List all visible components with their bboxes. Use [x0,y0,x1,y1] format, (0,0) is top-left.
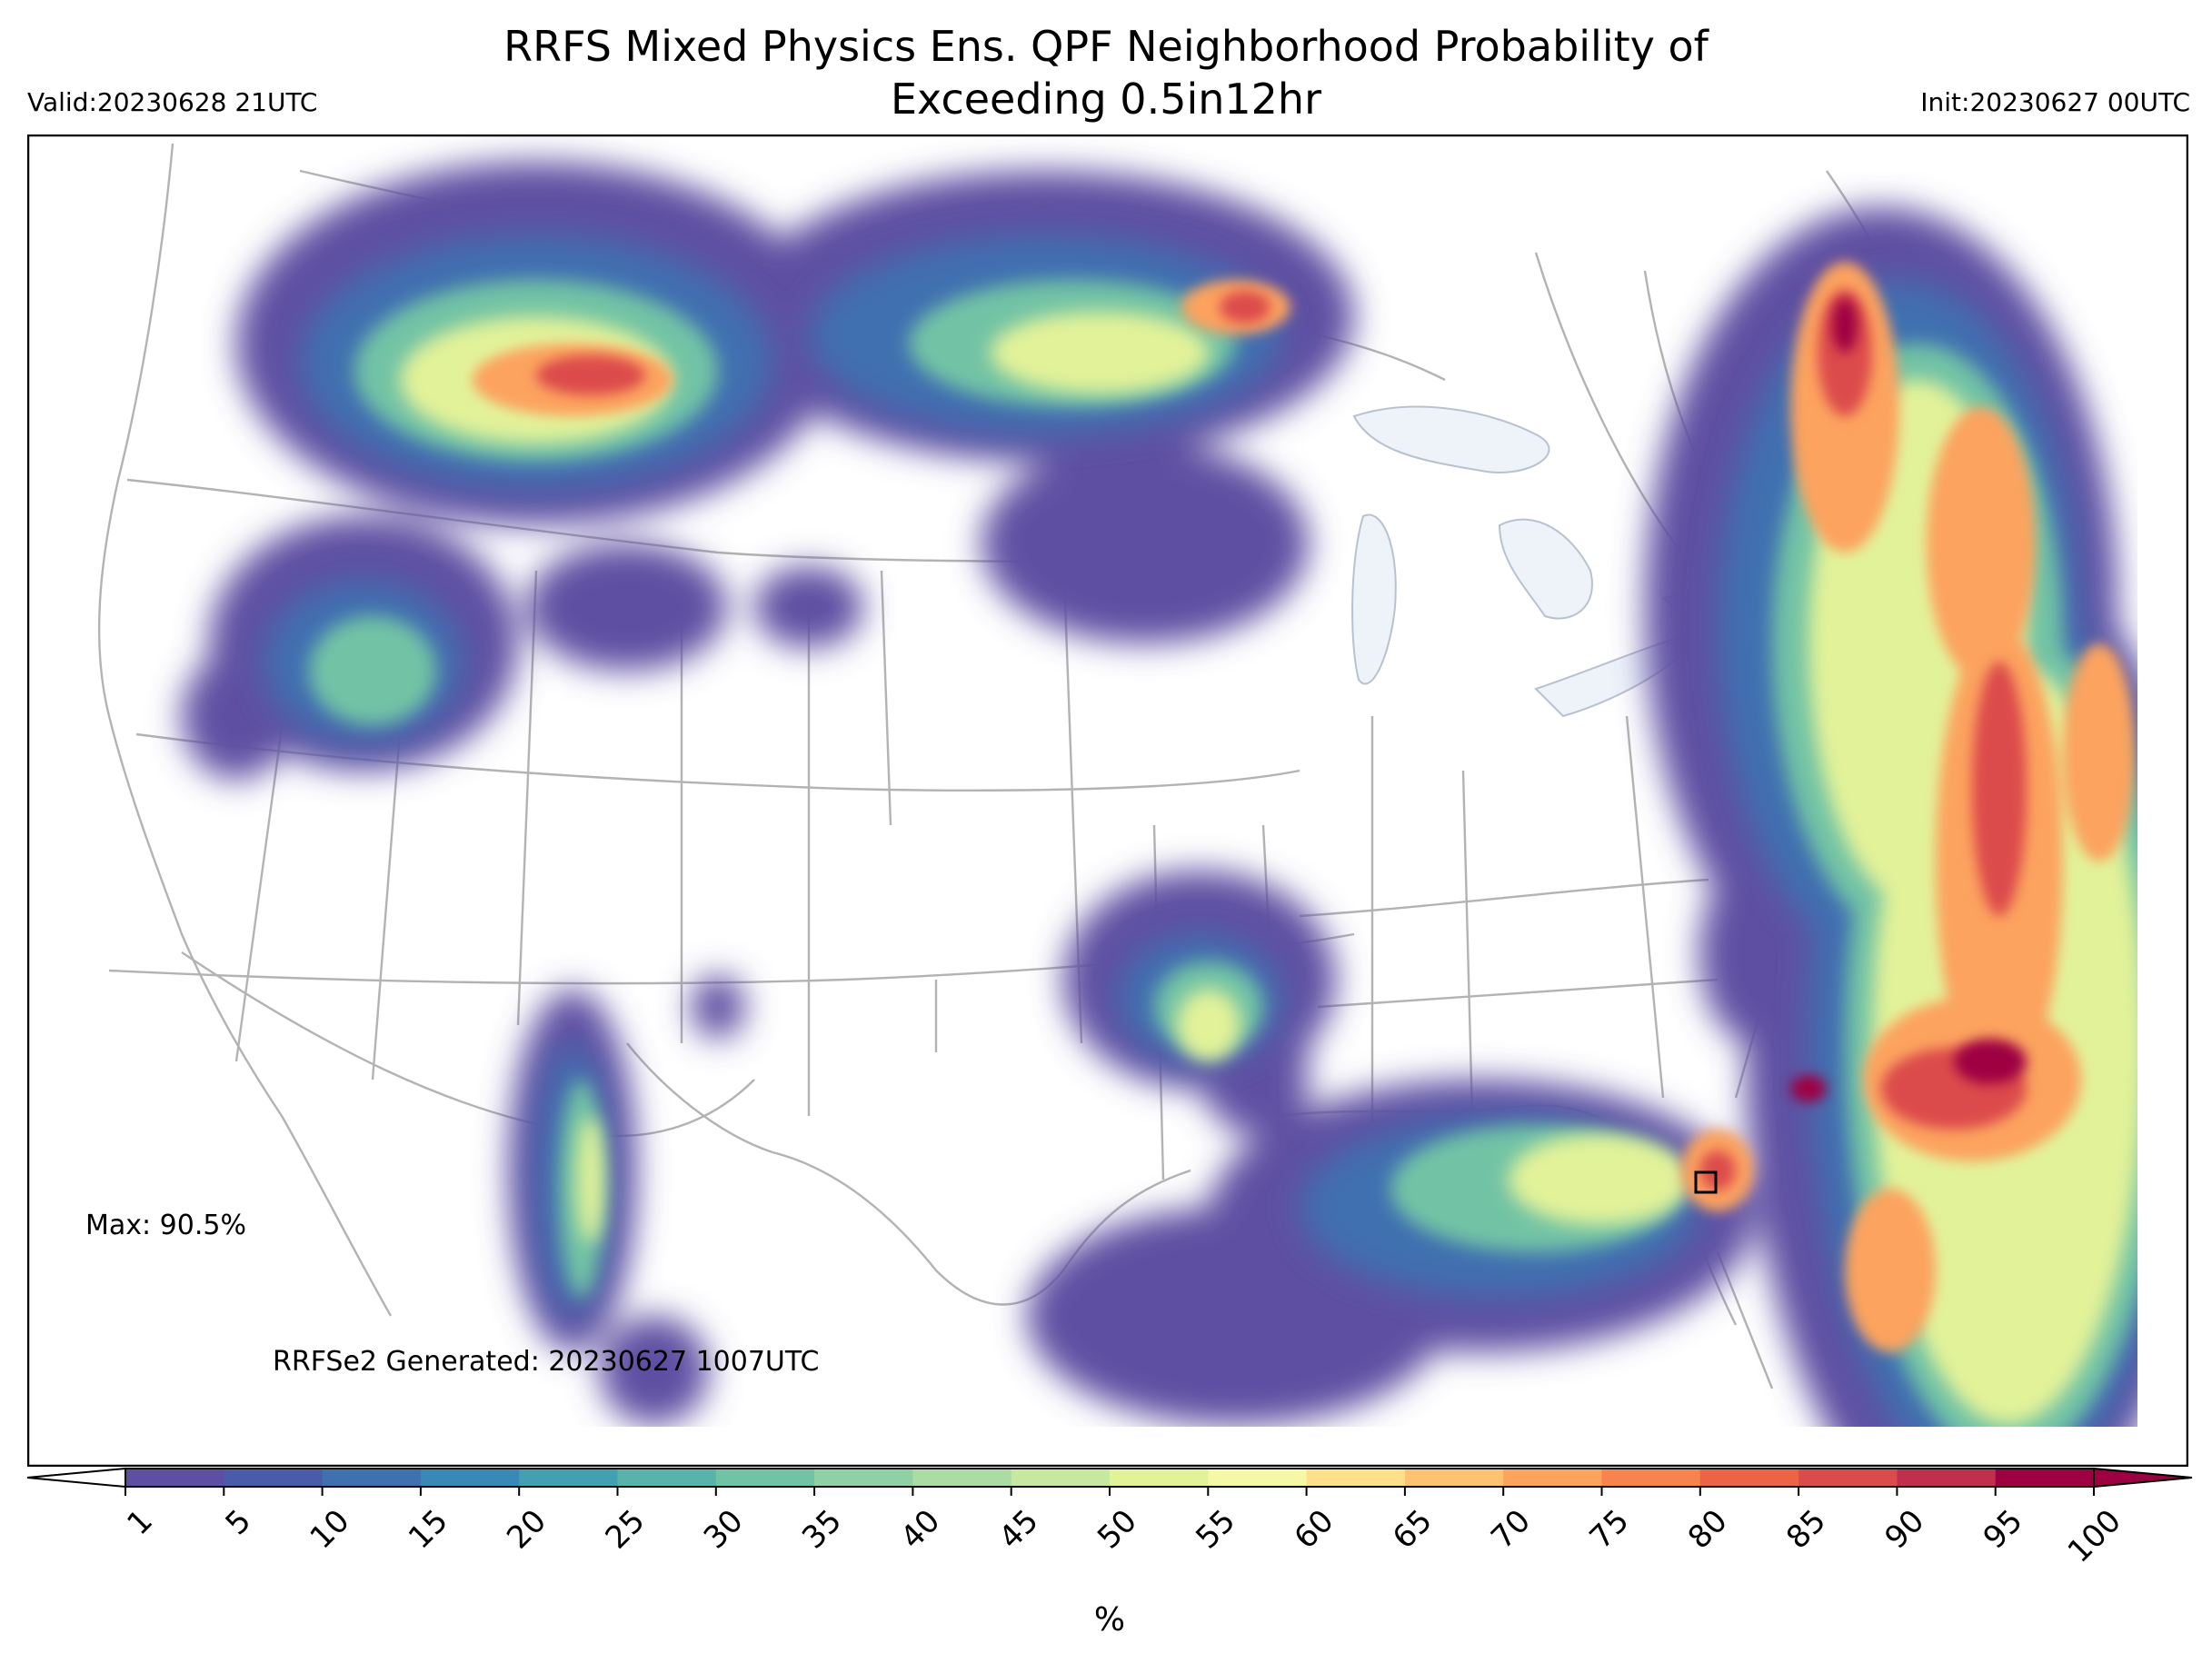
colorbar-swatch [1897,1469,1997,1487]
colorbar-swatch [125,1469,224,1487]
colorbar-swatch [1011,1469,1111,1487]
colorbar-tick-label: 5 [219,1503,259,1543]
title-line-2: Exceeding 0.5in12hr [890,75,1321,124]
colorbar-tick-label: 65 [1386,1503,1440,1557]
colorbar-tick-label: 90 [1878,1503,1931,1557]
colorbar-swatch [1798,1469,1898,1487]
colorbar-tick-label: 50 [1091,1503,1144,1557]
colorbar-tick-label: 1 [120,1503,160,1543]
colorbar-tick-label: 40 [893,1503,947,1557]
max-location-box [1694,1170,1718,1194]
colorbar-swatch [814,1469,913,1487]
map-title: RRFS Mixed Physics Ens. QPF Neighborhood… [0,20,2212,125]
colorbar-swatch [1306,1469,1406,1487]
colorbar-tick-label: 95 [1977,1503,2030,1557]
colorbar-tick-label: 80 [1681,1503,1735,1557]
colorbar-swatch [617,1469,717,1487]
colorbar-unit-label: % [1094,1601,1125,1638]
colorbar-tick-label: 10 [304,1503,357,1557]
colorbar-swatches [26,1467,2193,1489]
title-line-1: RRFS Mixed Physics Ens. QPF Neighborhood… [503,22,1709,71]
generated-label: RRFSe2 Generated: 20230627 1007UTC [273,1346,819,1378]
colorbar-tick-label: 75 [1583,1503,1637,1557]
colorbar-tick-label: 100 [2061,1503,2128,1570]
colorbar-tick-label: 85 [1779,1503,1833,1557]
colorbar-tick-label: 35 [795,1503,849,1557]
colorbar-swatch [1503,1469,1602,1487]
qpf-probability-field [182,162,2137,1427]
colorbar-tick-label: 20 [500,1503,553,1557]
colorbar-swatch [1404,1469,1504,1487]
colorbar-swatch [420,1469,520,1487]
init-time-label: Init:20230627 00UTC [1920,87,2190,117]
colorbar-tick-label: 45 [992,1503,1046,1557]
colorbar-swatch [1110,1469,1209,1487]
colorbar-swatch [1208,1469,1308,1487]
colorbar-ticks: 1 5 10 15 20 25 30 35 40 45 50 55 60 65 70 75 80 85 90 95 10… [120,1487,2128,1570]
colorbar-tick-label: 25 [599,1503,653,1557]
map-frame [27,134,2188,1467]
colorbar-swatch [322,1469,422,1487]
colorbar-swatch [715,1469,815,1487]
colorbar-swatch [519,1469,618,1487]
colorbar-swatch [1601,1469,1701,1487]
colorbar-swatch [1995,1469,2095,1487]
colorbar-tick-label: 55 [1189,1503,1242,1557]
colorbar-tick-label: 30 [697,1503,751,1557]
colorbar-tick-label: 70 [1484,1503,1538,1557]
valid-time-label: Valid:20230628 21UTC [27,87,318,117]
colorbar: 1 5 10 15 20 25 30 35 40 45 50 55 60 65 70 75 80 85 90 95 10… [26,1467,2193,1638]
colorbar-tick-label: 15 [402,1503,455,1557]
max-value-label: Max: 90.5% [85,1210,246,1241]
colorbar-swatch [1699,1469,1799,1487]
probability-map: Max: 90.5% RRFSe2 Generated: 20230627 10… [27,134,2188,1467]
colorbar-extend-min [26,1467,126,1489]
colorbar-swatch [912,1469,1012,1487]
colorbar-swatch [224,1469,324,1487]
colorbar-tick-label: 60 [1288,1503,1341,1557]
colorbar-extend-max [2093,1467,2193,1489]
